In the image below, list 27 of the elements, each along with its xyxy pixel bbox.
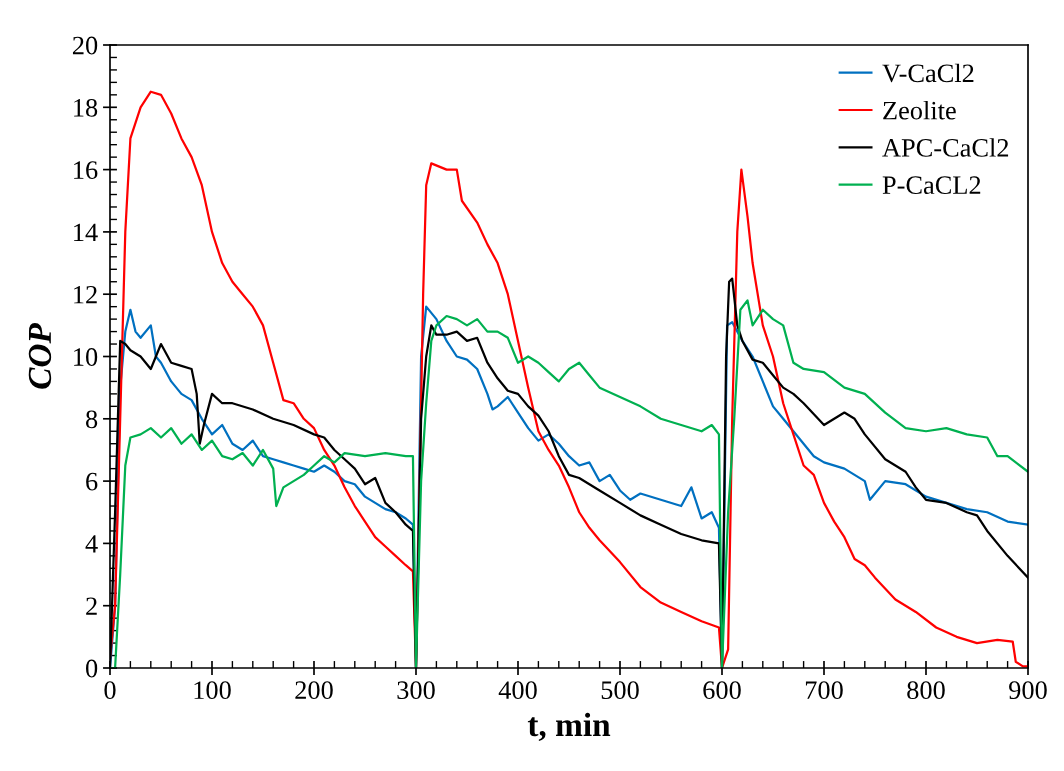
y-tick-label: 18 (74, 98, 98, 117)
legend-label: V-CaCl2 (882, 63, 974, 83)
y-tick-label: 4 (85, 535, 98, 553)
y-tick-label: 8 (86, 410, 98, 429)
x-tick-label: 100 (194, 681, 231, 700)
x-axis-title: t, min (527, 712, 611, 742)
x-tick-label: 900 (1009, 681, 1047, 700)
y-tick-label: 20 (72, 36, 98, 55)
legend-label: Zeolite (883, 100, 956, 120)
legend-label: APC-CaCl2 (882, 138, 1009, 157)
y-axis-title: COP (28, 322, 52, 389)
x-tick-label: 400 (498, 681, 537, 700)
x-tick-label: 0 (104, 681, 116, 700)
y-tick-label: 10 (74, 348, 98, 366)
x-tick-label: 500 (601, 681, 639, 700)
x-tick-label: 700 (805, 681, 843, 700)
legend-label: P-CaCL2 (882, 176, 981, 195)
y-tick-label: 14 (74, 223, 98, 242)
y-tick-label: 2 (86, 597, 97, 615)
x-tick-label: 800 (907, 681, 945, 700)
y-tick-label: 0 (86, 659, 98, 678)
y-tick-label: 16 (74, 161, 98, 180)
x-tick-label: 300 (397, 681, 435, 700)
x-tick-label: 600 (703, 681, 741, 700)
y-tick-label: 12 (74, 285, 97, 304)
y-tick-label: 6 (86, 472, 98, 491)
x-tick-label: 200 (295, 681, 333, 700)
